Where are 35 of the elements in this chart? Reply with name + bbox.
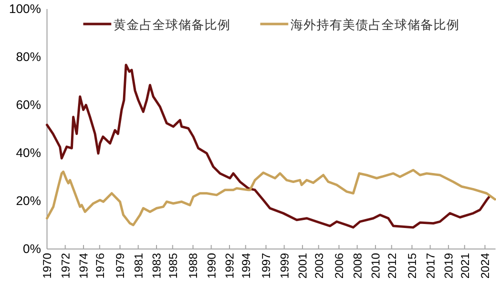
x-tick-label: 1990 (206, 253, 218, 279)
x-tick-label: 1970 (42, 253, 54, 279)
x-tick-label: 1983 (152, 253, 164, 279)
x-tick-label: 2024 (480, 252, 492, 279)
y-tick-label: 0% (22, 242, 41, 256)
x-tick-label: 2003 (314, 253, 326, 279)
x-tick-label: 1981 (133, 253, 146, 279)
y-tick-label: 40% (16, 146, 41, 160)
x-tick-label: 1972 (60, 253, 72, 279)
x-tick-label: 2015 (407, 253, 420, 279)
x-tick-label: 1985 (168, 253, 180, 279)
x-tick-label: 1979 (115, 253, 128, 279)
y-tick-label: 60% (16, 98, 41, 112)
x-tick-label: 1992 (224, 253, 237, 279)
x-tick-label: 2012 (386, 253, 399, 279)
x-tick-label: 1988 (188, 253, 200, 279)
legend-label: 海外持有美债占全球储备比例 (290, 17, 460, 32)
x-tick-label: 2017 (425, 253, 438, 279)
line-series (46, 64, 490, 229)
legend-label: 黄金占全球储备比例 (113, 18, 230, 32)
y-tick-label: 100% (9, 2, 41, 16)
x-tick-label: 1994 (240, 252, 253, 279)
x-tick-label: 1997 (261, 253, 274, 279)
y-tick-label: 80% (16, 50, 41, 64)
x-tick-label: 1974 (78, 252, 91, 279)
x-tick-label: 2006 (334, 253, 346, 279)
x-tick-label: 1999 (279, 253, 292, 279)
x-tick-label: 2019 (444, 253, 456, 279)
x-tick-label: 1976 (94, 253, 107, 279)
line-series (46, 168, 496, 226)
x-tick-label: 2021 (460, 253, 472, 279)
x-tick-label: 2001 (298, 253, 310, 279)
y-tick-label: 20% (16, 194, 41, 208)
x-tick-label: 2010 (370, 253, 383, 279)
x-tick-label: 2008 (352, 253, 364, 279)
